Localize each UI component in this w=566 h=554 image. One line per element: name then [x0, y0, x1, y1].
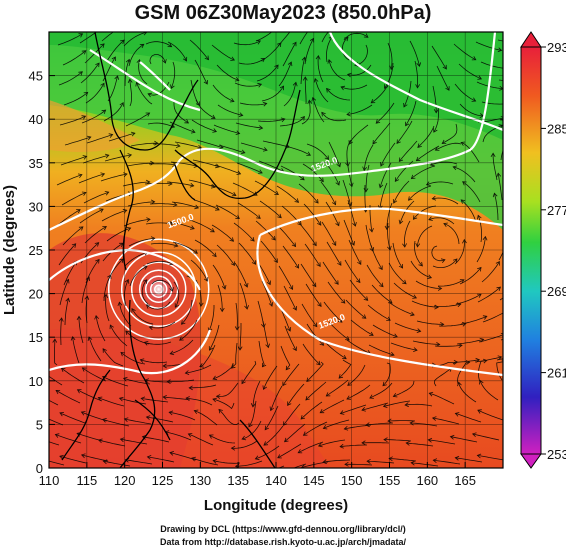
typhoon-isobar — [149, 280, 168, 298]
x-tick-label: 155 — [379, 473, 401, 488]
y-tick-label: 20 — [29, 287, 43, 302]
x-tick-label: 160 — [416, 473, 438, 488]
y-tick-label: 30 — [29, 199, 43, 214]
y-axis: 0 5 10 15 20 25 30 35 40 45 — [29, 69, 55, 476]
streamlines — [49, 32, 503, 468]
y-tick-label: 5 — [36, 417, 43, 432]
x-axis-label: Longitude (degrees) — [204, 497, 348, 514]
x-tick-label: 135 — [227, 473, 249, 488]
x-tick-label: 115 — [76, 473, 97, 488]
y-axis-label: Latitude (degrees) — [1, 185, 18, 315]
colorbar-label: 285 — [547, 121, 566, 136]
x-tick-label: 110 — [39, 473, 60, 488]
colorbar: 293 285 277 269 261 253 — [520, 31, 566, 469]
map-title: GSM 06Z30May2023 (850.0hPa) — [134, 2, 432, 24]
y-tick-label: 40 — [29, 112, 43, 127]
colorbar-label: 261 — [547, 366, 566, 381]
credit-line-2: Data from http://database.rish.kyoto-u.a… — [159, 537, 407, 547]
x-tick-label: 125 — [152, 473, 174, 488]
y-tick-label: 0 — [36, 461, 43, 476]
x-tick-label: 130 — [189, 473, 211, 488]
credit-line-1: Drawing by DCL (https://www.gfd-dennou.o… — [160, 524, 406, 534]
y-tick-label: 45 — [29, 69, 43, 84]
x-tick-label: 165 — [454, 473, 476, 488]
x-tick-label: 145 — [303, 473, 325, 488]
x-tick-label: 150 — [341, 473, 363, 488]
y-tick-label: 10 — [29, 374, 43, 389]
typhoon-isobar — [130, 261, 187, 317]
colorbar-label: 253 — [547, 447, 566, 462]
typhoon-isobar — [120, 251, 197, 327]
y-tick-label: 35 — [29, 156, 43, 171]
y-tick-label: 15 — [29, 330, 43, 345]
y-tick-label: 25 — [29, 243, 43, 258]
coastlines — [61, 32, 301, 468]
typhoon-center — [130, 261, 187, 318]
x-tick-label: 120 — [114, 473, 136, 488]
colorbar-label: 269 — [547, 284, 566, 299]
x-axis: 110 115 120 125 130 135 140 145 150 155 160 165 — [39, 462, 476, 488]
colorbar-label: 277 — [547, 203, 566, 218]
colorbar-label: 293 — [547, 40, 566, 55]
x-tick-label: 140 — [265, 473, 287, 488]
typhoon-isobar — [107, 238, 210, 340]
